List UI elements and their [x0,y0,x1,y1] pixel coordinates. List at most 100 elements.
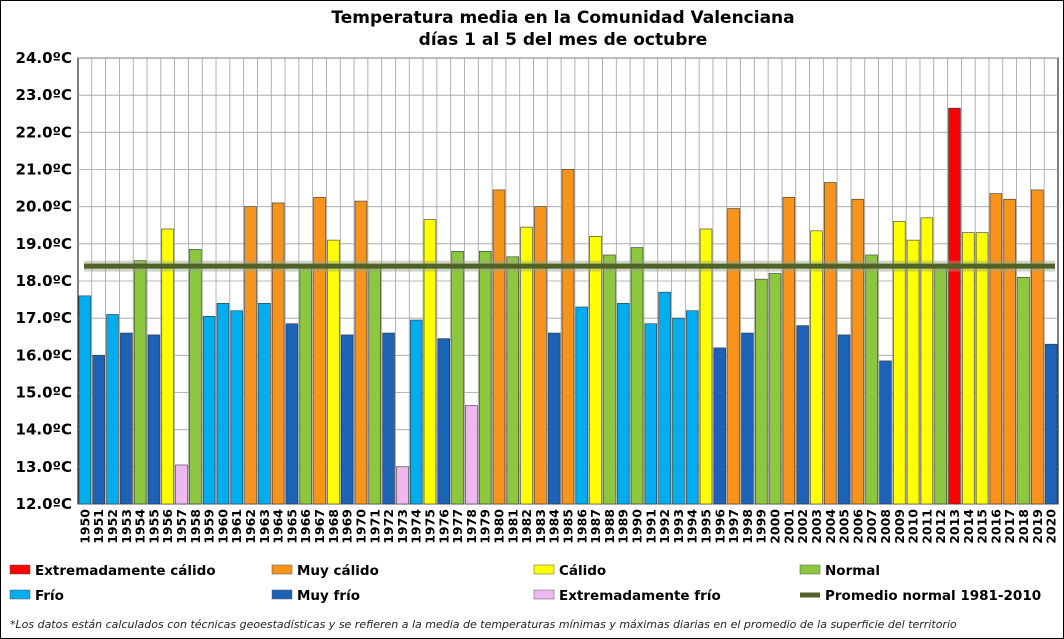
x-tick-label: 1985 [561,509,576,544]
bar [713,347,727,505]
x-tick-label: 2015 [975,509,990,544]
legend-label: Normal [825,563,880,579]
bar [230,310,243,505]
bar [271,202,285,505]
x-tick-label: 1978 [464,509,479,544]
x-tick-label: 1959 [202,509,217,544]
x-tick-label: 1975 [422,509,437,544]
x-tick-label: 1958 [188,509,203,544]
y-tick-label: 20.0ºC [16,198,72,216]
x-tick-label: 1977 [450,509,465,544]
bar [202,316,216,505]
x-tick-label: 1956 [160,509,175,544]
y-tick-label: 19.0ºC [16,235,72,253]
x-tick-label: 1954 [133,509,148,544]
x-axis: 1950195119521953195419551956195719581959… [77,509,1058,544]
legend-swatch [533,564,555,575]
bar [810,230,823,505]
x-tick-label: 1989 [616,509,631,544]
x-tick-label: 1979 [478,509,493,544]
x-tick-label: 2005 [837,509,852,544]
bar [685,310,699,505]
x-tick-label: 1952 [105,509,120,544]
bar [962,232,975,505]
bar [782,197,796,505]
bar [741,332,754,505]
x-tick-label: 1982 [519,509,534,544]
bar [106,314,119,505]
bar [851,198,865,505]
x-tick-label: 2008 [878,509,893,544]
x-tick-label: 1951 [91,509,106,544]
bar [879,360,892,505]
bar [672,317,685,505]
x-tick-label: 1999 [754,509,769,544]
x-tick-label: 1969 [340,509,355,544]
y-tick-label: 17.0ºC [16,309,72,327]
x-tick-label: 1962 [243,509,258,544]
bar [368,265,381,505]
x-tick-label: 1967 [312,509,327,544]
x-tick-label: 1964 [271,509,286,544]
x-tick-label: 1953 [119,509,134,544]
x-tick-label: 1950 [77,509,92,544]
bar [1017,276,1030,505]
bar [258,302,271,505]
bar [78,295,92,505]
bar [147,334,161,505]
y-tick-label: 15.0ºC [16,384,72,402]
bar [893,221,906,505]
bar [161,228,174,505]
bar [796,325,809,505]
bar [189,249,202,505]
x-tick-label: 1961 [229,509,244,544]
bar [547,332,561,505]
bar [520,226,533,505]
x-tick-label: 1973 [395,509,410,544]
legend-swatch [9,589,31,600]
x-tick-label: 1992 [657,509,672,544]
x-tick-label: 1996 [712,509,727,544]
bar [755,278,768,505]
x-tick-label: 1997 [726,509,741,544]
bar [285,323,299,505]
bar [396,466,409,505]
bar [824,182,837,505]
legend-swatch [271,564,293,575]
x-tick-label: 1972 [381,509,396,544]
legend-swatch [799,564,821,575]
bar [920,217,934,505]
x-tick-label: 2012 [933,509,948,544]
legend-label: Promedio normal 1981-2010 [825,588,1041,604]
x-tick-label: 1965 [284,509,299,544]
bar [327,239,340,505]
x-tick-label: 2020 [1044,509,1059,544]
x-tick-label: 2016 [988,509,1003,544]
bar [837,334,851,505]
x-tick-label: 2004 [823,509,838,544]
x-tick-label: 1995 [699,509,714,544]
y-axis: 12.0ºC 13.0ºC 14.0ºC 15.0ºC 16.0ºC 17.0ºC 18.0… [16,49,72,513]
bar [92,355,105,505]
bar [575,306,589,505]
x-tick-label: 1990 [630,509,645,544]
bar [989,193,1003,505]
x-tick-label: 2017 [1002,509,1017,544]
x-tick-label: 1987 [588,509,603,544]
legend-swatch [9,564,31,575]
x-tick-label: 1998 [740,509,755,544]
x-tick-label: 2000 [768,509,783,544]
bar [340,334,354,505]
x-tick-label: 1971 [367,509,382,544]
x-tick-label: 1993 [671,509,686,544]
legend-label: Muy frío [297,588,360,604]
x-tick-label: 2018 [1016,509,1031,544]
x-tick-label: 1986 [574,509,589,544]
x-tick-label: 1970 [353,509,368,544]
x-tick-label: 1957 [174,509,189,544]
chart-subtitle: días 1 al 5 del mes de octubre [419,30,708,50]
legend-swatch [533,589,555,600]
footnote: *Los datos están calculados con técnicas… [10,618,957,631]
x-tick-label: 2019 [1030,509,1045,544]
bar [699,228,713,505]
